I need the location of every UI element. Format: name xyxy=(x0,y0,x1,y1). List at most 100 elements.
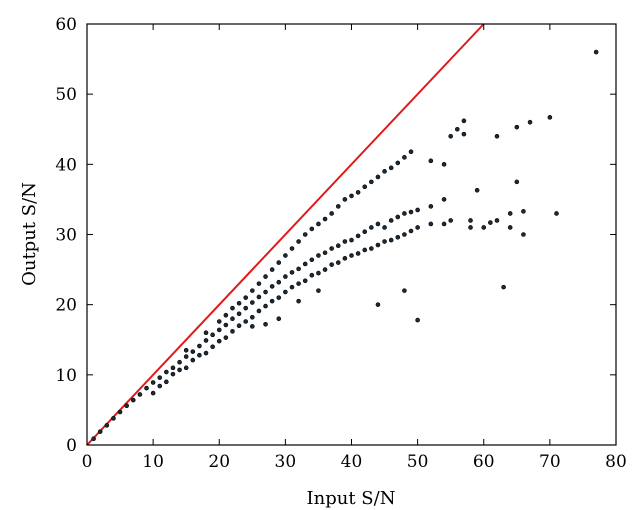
scatter-point xyxy=(130,397,136,403)
y-tick-label: 0 xyxy=(66,436,77,456)
y-tick-label: 30 xyxy=(55,226,77,246)
scatter-point xyxy=(329,246,334,251)
scatter-point xyxy=(243,305,248,311)
scatter-point xyxy=(289,270,295,275)
scatter-point xyxy=(521,209,526,214)
plot-frame xyxy=(86,23,617,446)
scatter-point xyxy=(157,383,163,389)
scatter-point xyxy=(415,225,420,230)
scatter-point xyxy=(329,262,334,267)
scatter-point xyxy=(183,347,189,353)
scatter-point xyxy=(230,316,235,322)
scatter-point xyxy=(488,220,493,225)
scatter-point xyxy=(183,365,189,371)
scatter-point xyxy=(428,221,434,227)
scatter-point xyxy=(269,284,275,289)
scatter-point xyxy=(283,289,288,295)
x-tick-label: 40 xyxy=(341,452,363,472)
y-tick-label: 50 xyxy=(55,85,77,105)
scatter-point xyxy=(150,380,156,385)
scatter-point xyxy=(223,335,229,340)
scatter-point xyxy=(369,179,374,185)
scatter-point xyxy=(395,214,401,220)
scatter-point xyxy=(276,279,282,285)
scatter-point xyxy=(250,314,255,320)
scatter-point xyxy=(593,49,599,55)
scatter-point xyxy=(216,327,222,333)
scatter-point xyxy=(454,126,460,132)
scatter-point xyxy=(501,284,506,290)
scatter-point xyxy=(494,218,500,223)
scatter-point xyxy=(309,257,315,263)
scatter-point xyxy=(369,246,374,251)
scatter-point xyxy=(250,300,255,305)
scatter-point xyxy=(296,298,301,304)
scatter-point xyxy=(316,253,321,258)
scatter-point xyxy=(276,260,282,265)
x-tick-label: 80 xyxy=(605,452,627,472)
scatter-point xyxy=(309,226,315,232)
scatter-point xyxy=(256,294,262,300)
scatter-point xyxy=(289,246,295,251)
scatter-point xyxy=(117,409,123,415)
scatter-point xyxy=(468,225,473,230)
scatter-point xyxy=(203,350,209,356)
scatter-point xyxy=(190,357,196,363)
scatter-point xyxy=(263,274,268,279)
scatter-point xyxy=(170,371,176,377)
scatter-point xyxy=(375,221,381,227)
scatter-point xyxy=(322,267,328,272)
scatter-point xyxy=(349,253,354,258)
scatter-point xyxy=(349,193,354,199)
scatter-point xyxy=(382,225,387,230)
identity-line xyxy=(86,23,485,446)
scatter-point xyxy=(388,218,394,223)
y-tick-label: 10 xyxy=(55,366,77,386)
scatter-point xyxy=(269,298,275,304)
scatter-point xyxy=(335,260,341,265)
x-tick-label: 10 xyxy=(142,452,164,472)
scatter-point xyxy=(177,359,182,365)
scatter-point xyxy=(507,211,513,216)
x-tick-label: 60 xyxy=(473,452,495,472)
scatter-point xyxy=(481,225,487,230)
scatter-point xyxy=(210,344,215,350)
scatter-point xyxy=(283,253,288,258)
scatter-point xyxy=(402,232,407,237)
scatter-point xyxy=(349,237,354,243)
scatter-point xyxy=(527,119,533,125)
scatter-point xyxy=(335,243,341,249)
scatter-point xyxy=(362,184,368,190)
scatter-point xyxy=(375,302,381,307)
scatter-point xyxy=(342,197,348,202)
scatter-point xyxy=(461,131,467,137)
scatter-point xyxy=(329,211,334,216)
scatter-point xyxy=(111,416,116,421)
scatter-point xyxy=(263,303,268,309)
scatter-point xyxy=(97,429,103,434)
scatter-point xyxy=(335,204,341,209)
scatter-point xyxy=(408,209,414,215)
scatter-point xyxy=(521,232,526,237)
scatter-point xyxy=(296,239,301,244)
scatter-point xyxy=(375,242,381,248)
scatter-point xyxy=(302,232,308,237)
scatter-point xyxy=(402,211,407,216)
scatter-point xyxy=(289,284,295,290)
scatter-point xyxy=(256,308,262,314)
scatter-point xyxy=(250,288,255,293)
scatter-point xyxy=(216,319,222,324)
scatter-point xyxy=(362,247,368,253)
scatter-point xyxy=(342,239,348,244)
scatter-point xyxy=(474,188,480,193)
series-layer xyxy=(86,23,599,446)
scatter-point xyxy=(164,379,169,385)
scatter-point xyxy=(230,329,235,334)
scatter-point xyxy=(415,207,420,213)
scatter-point xyxy=(216,338,222,344)
scatter-point xyxy=(223,312,229,318)
scatter-point xyxy=(468,218,473,223)
scatter-point xyxy=(302,261,308,267)
scatter-point xyxy=(342,256,348,261)
